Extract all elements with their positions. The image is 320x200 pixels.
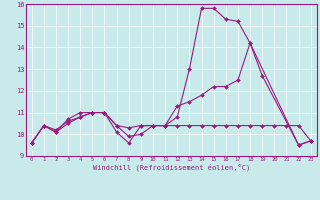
X-axis label: Windchill (Refroidissement éolien,°C): Windchill (Refroidissement éolien,°C)	[92, 164, 250, 171]
